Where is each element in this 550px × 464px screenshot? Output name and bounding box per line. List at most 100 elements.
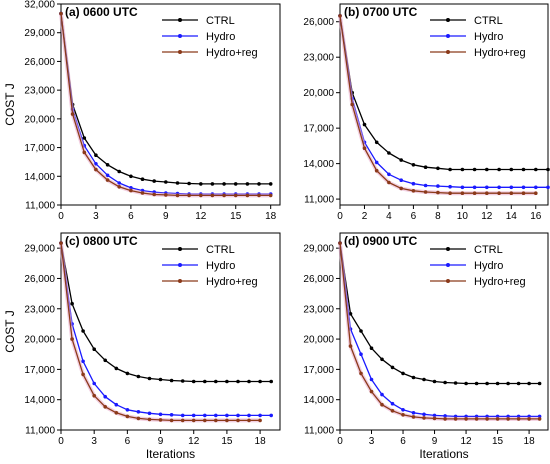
data-point: [125, 408, 130, 412]
x-tick-label: 6: [125, 436, 131, 447]
y-tick-label: 20,000: [303, 335, 334, 346]
y-tick-label: 20,000: [24, 114, 55, 125]
legend-label: Hydro: [474, 31, 503, 43]
plot-frame: [60, 232, 281, 431]
x-tick-label: 15: [492, 436, 504, 447]
legend-marker: [446, 279, 450, 283]
data-point: [147, 417, 152, 422]
legend-label: Hydro+reg: [474, 47, 526, 59]
data-point: [453, 417, 458, 421]
x-tick-label: 3: [91, 436, 97, 447]
data-point: [233, 193, 238, 198]
y-tick-label: 23,000: [24, 86, 55, 97]
data-point: [401, 371, 405, 376]
data-point: [258, 418, 262, 423]
data-point: [114, 411, 119, 415]
data-point: [117, 185, 121, 189]
data-point: [485, 191, 489, 195]
data-point: [460, 167, 465, 172]
x-tick-label: 2: [362, 211, 368, 222]
data-point: [359, 352, 363, 357]
data-point: [422, 416, 426, 420]
data-point: [350, 102, 355, 107]
data-point: [169, 418, 174, 423]
data-point: [129, 174, 133, 179]
legend-marker: [446, 18, 450, 22]
data-point: [191, 413, 196, 418]
data-point: [509, 185, 514, 190]
x-axis-label: Iterations: [146, 447, 195, 461]
data-point: [506, 381, 510, 386]
data-point: [516, 417, 521, 421]
data-point: [125, 414, 130, 419]
data-point: [140, 191, 145, 195]
data-point: [225, 418, 229, 423]
legend-label: CTRL: [474, 15, 503, 27]
data-point: [527, 417, 531, 421]
panel-title: (b) 0700 UTC: [344, 5, 418, 19]
x-tick-label: 6: [400, 436, 406, 447]
y-tick-label: 14,000: [24, 172, 55, 183]
y-tick-label: 11,000: [25, 426, 55, 437]
y-tick-label: 11,000: [304, 426, 334, 437]
data-point: [448, 184, 452, 189]
y-tick-label: 17,000: [24, 365, 55, 376]
legend-marker: [178, 18, 182, 22]
data-point: [369, 389, 374, 394]
x-tick-label: 0: [337, 436, 343, 447]
data-point: [436, 190, 440, 195]
data-point: [485, 417, 489, 421]
data-point: [269, 379, 274, 384]
data-point: [369, 346, 374, 351]
data-point: [432, 379, 437, 384]
data-point: [103, 394, 107, 399]
legend-label: Hydro+reg: [206, 47, 258, 59]
data-point: [380, 402, 384, 407]
y-tick-label: 26,000: [24, 274, 55, 285]
data-point: [497, 167, 501, 172]
data-point: [443, 380, 447, 385]
data-point: [233, 182, 238, 186]
data-point: [92, 393, 96, 398]
panel-title: (d) 0900 UTC: [344, 234, 418, 248]
data-point: [180, 418, 185, 423]
data-point: [247, 379, 251, 384]
data-point: [348, 344, 353, 348]
data-point: [422, 377, 426, 382]
data-point: [374, 168, 379, 173]
x-tick-label: 12: [481, 211, 493, 222]
panel-title: (a) 0600 UTC: [65, 5, 138, 19]
data-point: [338, 14, 342, 18]
legend-marker: [178, 50, 182, 54]
data-point: [509, 167, 514, 172]
data-point: [158, 412, 163, 417]
y-axis-label: COST J: [3, 83, 17, 125]
y-tick-label: 26,000: [303, 274, 334, 285]
plot-frame: [60, 3, 281, 206]
x-tick-label: 18: [255, 436, 267, 447]
legend-marker: [178, 279, 182, 283]
data-point: [187, 193, 191, 198]
y-tick-label: 29,000: [303, 244, 334, 255]
y-tick-label: 23,000: [303, 304, 334, 315]
data-point: [105, 178, 110, 182]
data-point: [516, 381, 521, 386]
data-point: [203, 418, 207, 423]
data-point: [225, 413, 229, 418]
data-point: [258, 413, 262, 418]
data-point: [399, 186, 404, 191]
y-axis-label: COST J: [3, 310, 17, 352]
series-line-ctrl: [339, 15, 548, 171]
data-point: [534, 185, 538, 190]
data-point: [187, 181, 191, 186]
y-tick-label: 29,000: [24, 244, 55, 255]
data-point: [152, 179, 156, 183]
data-point: [411, 375, 416, 380]
y-tick-label: 32,000: [24, 0, 55, 11]
data-point: [399, 158, 404, 162]
data-point: [81, 329, 85, 333]
data-point: [70, 301, 74, 306]
data-point: [258, 379, 262, 384]
data-point: [401, 408, 405, 412]
